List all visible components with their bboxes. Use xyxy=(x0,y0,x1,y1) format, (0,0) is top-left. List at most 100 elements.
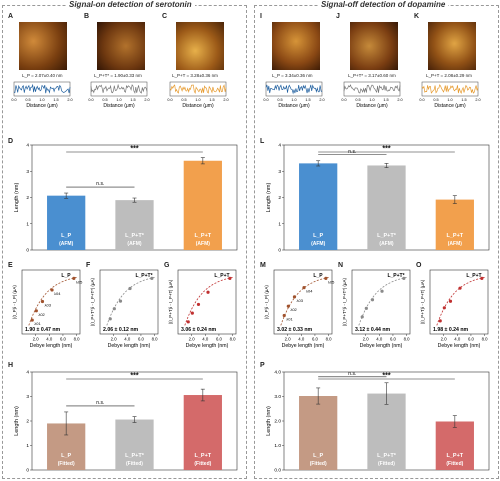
debye-left-0-lambda-2: λ03 xyxy=(44,303,51,308)
bar-fit-right-bar-label-2: L_P+T xyxy=(446,453,463,459)
bar-afm-right-ylabel: Length (nm) xyxy=(266,183,272,213)
label-J: J xyxy=(336,13,340,20)
debye-right-2-ylabel: |(I_P+T)i - I_P+T| (μA) xyxy=(420,279,425,324)
left-header: Signal-on detection of serotonin xyxy=(66,0,195,9)
debye-right-2-fit-curve xyxy=(436,277,485,326)
debye-right-2-point-0 xyxy=(438,319,442,323)
debye-right-2-result: 1.98 ± 0.24 nm xyxy=(433,327,469,333)
profile-right-2-tick: 1.0 xyxy=(447,98,452,102)
bar-fit-right-ylabel: Length (nm) xyxy=(266,406,272,436)
debye-right-2-point-1 xyxy=(442,306,446,310)
bar-afm-left-bar-sub-2: (AFM) xyxy=(196,241,210,247)
debye-left-0-lambda-1: λ02 xyxy=(38,312,45,317)
profile-left-0-tick: 1.0 xyxy=(39,98,44,102)
profile-right-1-tick: 0.5 xyxy=(355,98,360,102)
profile-right-1-tick: 2.0 xyxy=(397,98,402,102)
debye-left-1-point-3 xyxy=(128,286,132,291)
profile-left-2-trace xyxy=(169,84,227,95)
profile-left-2-tick: 0.5 xyxy=(181,98,186,102)
bar-afm-right-ytick-label: 4 xyxy=(278,143,281,149)
bar-afm-left-ytick-label: 0 xyxy=(26,248,29,254)
bar-fit-left-sig-short: n.s. xyxy=(96,400,104,406)
debye-right-1-fit-curve xyxy=(358,277,407,326)
afm-image-probe-target-star-left xyxy=(97,22,145,70)
profile-right-0-xlabel: Distance (μm) xyxy=(278,103,310,109)
profile-left-0-tick: 1.5 xyxy=(53,98,58,102)
bar-fit-right-bar-2 xyxy=(435,421,474,470)
profile-right-2-tick: 1.5 xyxy=(461,98,466,102)
debye-right-1-xtick-label: 4.0 xyxy=(376,337,383,342)
label-C: C xyxy=(162,13,168,20)
bar-fit-left-ytick-label: 0 xyxy=(26,468,29,474)
debye-right-0-lambda-4: λ05 xyxy=(328,279,335,284)
bar-fit-right-ytick-label: 3.0 xyxy=(274,394,281,400)
bar-fit-right-ytick-label: 4.0 xyxy=(274,370,281,376)
afm-image-probe-left xyxy=(19,22,67,70)
debye-right-0-point-1 xyxy=(286,304,290,308)
bar-fit-left-ylabel: Length (nm) xyxy=(14,406,20,436)
debye-right-0-title: L_P xyxy=(313,273,323,279)
debye-right-0-lambda-3: λ04 xyxy=(306,289,313,294)
profile-right-0-tick: 0.5 xyxy=(277,98,282,102)
profile-left-0-tick: 0.5 xyxy=(25,98,30,102)
bar-fit-left-bar-label-2: L_P+T xyxy=(194,453,211,459)
debye-right-0-lambda-1: λ02 xyxy=(290,307,297,312)
profile-right-1-xlabel: Distance (μm) xyxy=(356,103,388,109)
debye-left-0-title: L_P xyxy=(61,273,71,279)
bar-afm-left-bar-label-2: L_P+T xyxy=(194,233,211,239)
profile-right-0-tick: 2.0 xyxy=(319,98,324,102)
debye-left-1-axes xyxy=(99,269,159,335)
debye-right-2-xtick-label: 4.0 xyxy=(454,337,461,342)
bar-afm-right-sig-long: *** xyxy=(382,146,390,153)
debye-left-1-point-4 xyxy=(150,276,154,280)
label-F: F xyxy=(86,262,91,269)
right-header: Signal-off detection of dopamine xyxy=(318,0,449,9)
label-K: K xyxy=(414,13,420,20)
debye-right-0-axes xyxy=(273,269,333,335)
debye-left-2-xtick-label: 8.0 xyxy=(230,337,237,342)
afm-image-probe-target-star-right xyxy=(350,22,398,70)
bar-afm-right-bar-label-1: L_P+T* xyxy=(377,233,397,239)
profile-left-1-tick: 2.0 xyxy=(144,98,149,102)
debye-left-1-xtick-label: 4.0 xyxy=(124,337,131,342)
bar-afm-right-ytick-label: 1 xyxy=(278,221,281,227)
bar-afm-left-ylabel: Length (nm) xyxy=(14,183,20,213)
bar-afm-left-ytick-label: 3 xyxy=(26,169,29,175)
profile-left-0-tick: 0.0 xyxy=(11,98,16,102)
debye-left-0-point-4 xyxy=(72,276,76,280)
bar-fit-left-sig-long: *** xyxy=(130,373,138,380)
profile-left-0-xlabel: Distance (μm) xyxy=(26,103,58,109)
debye-right-0-point-0 xyxy=(282,313,286,318)
bar-afm-left-ytick-label: 1 xyxy=(26,221,29,227)
debye-right-2-xtick-label: 2.0 xyxy=(441,337,448,342)
profile-left-1-tick: 0.0 xyxy=(88,98,93,102)
label-L: L xyxy=(260,138,265,145)
debye-left-0-xtick-label: 8.0 xyxy=(74,337,81,342)
label-N: N xyxy=(338,262,344,269)
debye-left-2-xtick-label: 4.0 xyxy=(202,337,209,342)
profile-right-0-tick: 1.0 xyxy=(291,98,296,102)
debye-left-0-result: 1.90 ± 0.47 nm xyxy=(25,327,61,333)
label-D: D xyxy=(8,138,14,145)
debye-right-1-xtick-label: 2.0 xyxy=(363,337,370,342)
bar-fit-right-bar-sub-2: (Fitted) xyxy=(446,461,463,467)
debye-right-0-point-3 xyxy=(302,286,306,290)
debye-right-1-title: L_P+T* xyxy=(387,273,404,279)
debye-left-0-xtick-label: 2.0 xyxy=(33,337,40,342)
bar-fit-right-ytick-label: 1.0 xyxy=(274,443,281,449)
bar-fit-left-bar-2 xyxy=(183,395,222,470)
bar-fit-left-bar-sub-2: (Fitted) xyxy=(194,461,211,467)
bar-afm-right-ytick-label: 3 xyxy=(278,169,281,175)
bar-fit-left-bar-sub-0: (Fitted) xyxy=(58,461,75,467)
debye-left-2-ylabel: |(I_P+T)i - I_P+T| (μA) xyxy=(168,279,173,324)
debye-right-2-point-2 xyxy=(448,299,453,303)
label-B: B xyxy=(84,13,90,20)
profile-right-0-tick: 1.5 xyxy=(305,98,310,102)
profile-left-1-tick: 0.5 xyxy=(102,98,107,102)
debye-left-2-xlabel: Debye length (nm) xyxy=(186,343,229,349)
debye-left-1-ylabel: |(I_P+T*)i - I_P+T*| (μA) xyxy=(90,278,95,326)
debye-right-0-lambda-2: λ03 xyxy=(296,298,303,303)
debye-left-2-axes xyxy=(177,269,237,335)
profile-right-1-frame xyxy=(343,81,401,97)
